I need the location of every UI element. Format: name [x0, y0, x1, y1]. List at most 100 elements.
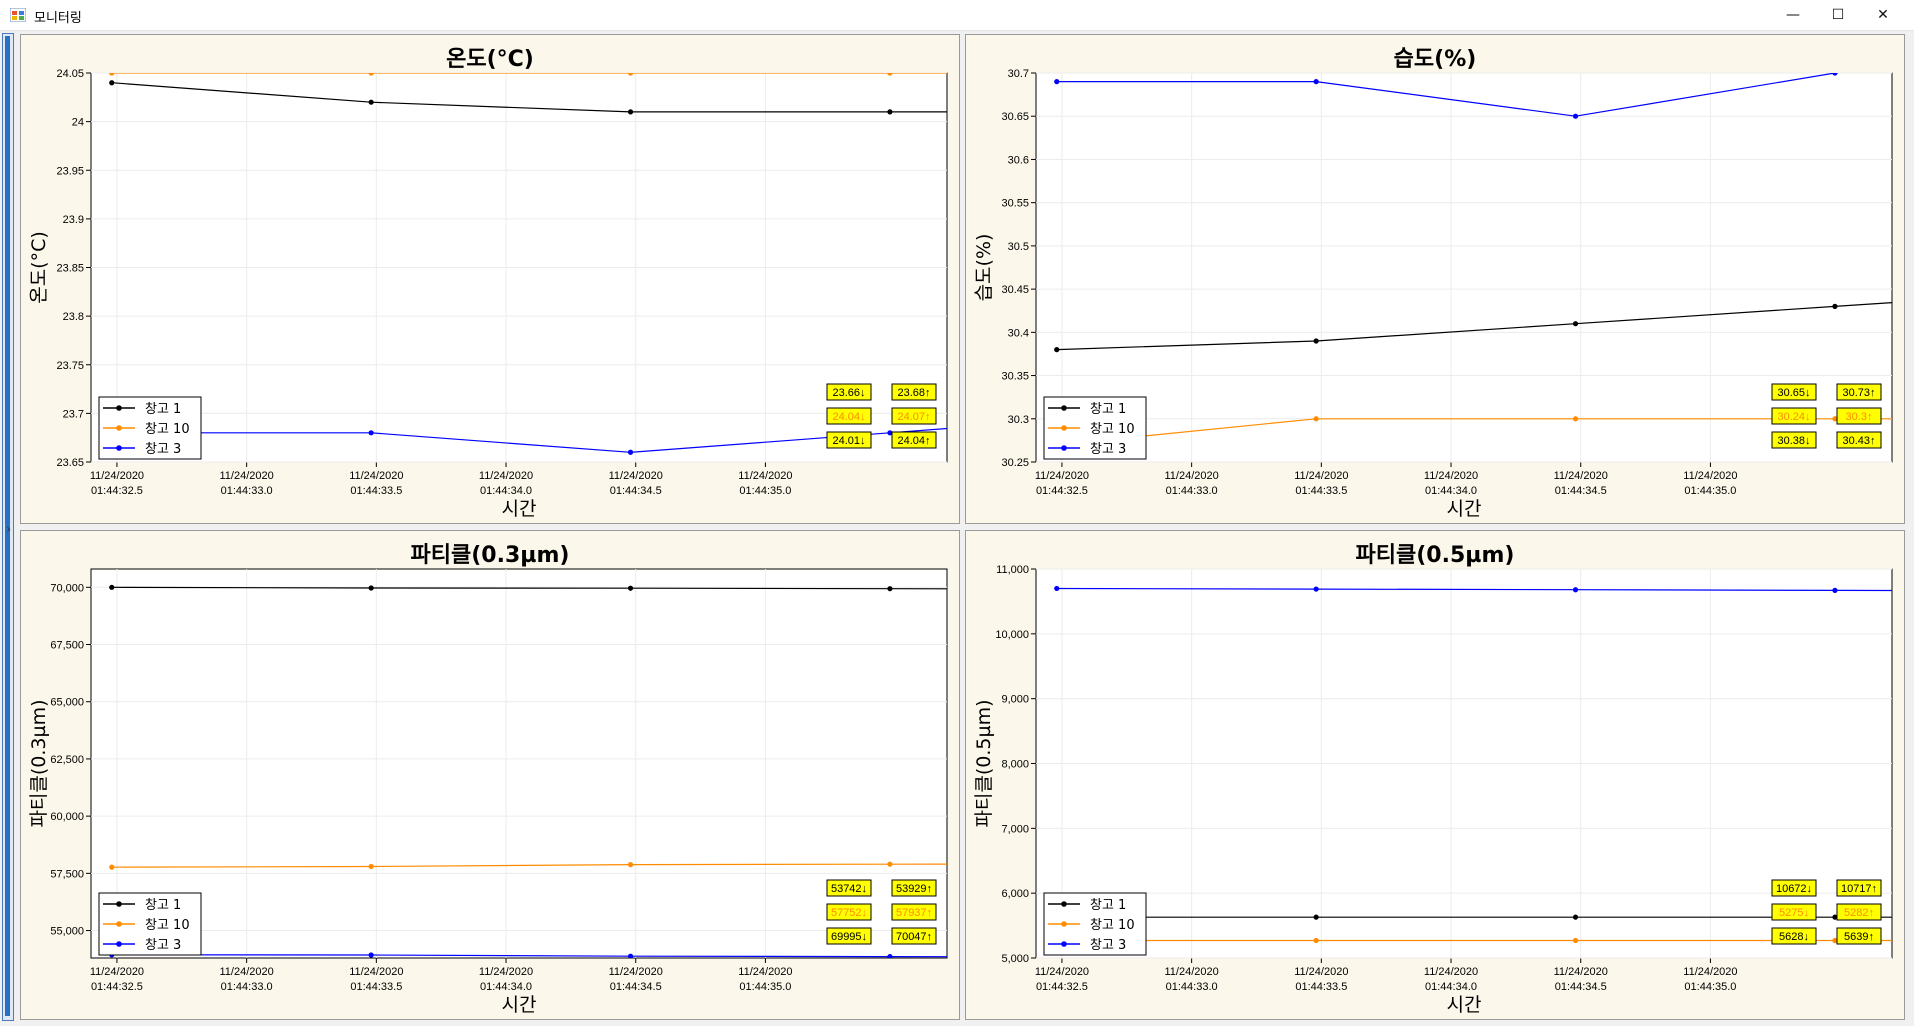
- data-point: [887, 109, 893, 115]
- data-point: [1832, 416, 1838, 422]
- minmax-badge: [1836, 431, 1882, 449]
- y-tick-label: 24.05: [56, 68, 84, 80]
- y-tick-label: 30.35: [1001, 371, 1029, 383]
- minmax-badge: [891, 927, 937, 945]
- x-tick-label: 11/24/2020: [1424, 470, 1478, 482]
- y-axis-label: 파티클(0.5µm): [973, 699, 995, 827]
- legend-label: 창고 3: [145, 938, 181, 953]
- minmax-badge-label: 30.65↓: [1777, 387, 1810, 399]
- data-point: [627, 862, 634, 868]
- maximize-button[interactable]: ☐: [1831, 7, 1845, 23]
- data-point: [887, 430, 893, 436]
- minmax-badge-label: 30.43↑: [1842, 435, 1875, 447]
- minmax-badge: [826, 383, 872, 401]
- minmax-badge: [1836, 903, 1882, 921]
- x-tick-label: 01:44:34.0: [480, 485, 532, 497]
- app-icon: [10, 8, 26, 22]
- minmax-badge-label: 30.38↓: [1777, 435, 1810, 447]
- x-tick-label: 11/24/2020: [1035, 470, 1089, 482]
- minmax-badge-label: 69995↓: [831, 931, 867, 943]
- legend-label: 창고 1: [145, 402, 181, 417]
- legend-marker: [116, 445, 122, 451]
- y-tick-label: 30.25: [1001, 457, 1029, 469]
- x-tick-label: 01:44:33.5: [1295, 981, 1347, 993]
- minmax-badge: [1771, 927, 1817, 945]
- legend-marker: [116, 901, 122, 907]
- data-point: [1832, 303, 1838, 309]
- data-point: [109, 864, 115, 870]
- chart-title: 습도(%): [1393, 47, 1477, 72]
- x-tick-label: 01:44:34.0: [1425, 981, 1477, 993]
- minmax-badge: [826, 879, 872, 897]
- x-tick-label: 11/24/2020: [349, 966, 403, 978]
- x-tick-label: 01:44:33.5: [350, 981, 402, 993]
- x-tick-label: 01:44:32.5: [91, 485, 143, 497]
- x-tick-label: 11/24/2020: [1554, 966, 1608, 978]
- legend-marker: [116, 941, 122, 947]
- chart-title: 파티클(0.5µm): [1355, 543, 1515, 568]
- legend-marker: [1061, 405, 1067, 411]
- data-point: [627, 953, 634, 958]
- data-point: [368, 73, 374, 76]
- y-tick-label: 23.8: [63, 311, 84, 323]
- x-tick-label: 01:44:33.0: [221, 981, 273, 993]
- minmax-badge-label: 23.66↓: [832, 387, 865, 399]
- y-tick-label: 65,000: [50, 697, 84, 709]
- x-tick-label: 11/24/2020: [220, 966, 274, 978]
- y-tick-label: 10,000: [995, 629, 1029, 641]
- y-axis-label: 온도(°C): [28, 231, 50, 304]
- x-tick-label: 11/24/2020: [220, 470, 274, 482]
- x-tick-label: 01:44:33.0: [221, 485, 273, 497]
- legend-label: 창고 3: [1090, 442, 1126, 457]
- chart-panel-humidity: 습도(%) 11/24/2020 01:44:32.5 11/24/2020 01:4…: [965, 34, 1905, 524]
- title-bar: 모니터링 — ☐ ✕: [0, 0, 1914, 31]
- minmax-badge-label: 30.73↑: [1842, 387, 1875, 399]
- legend-label: 창고 1: [145, 898, 181, 913]
- y-tick-label: 11,000: [996, 564, 1029, 576]
- x-tick-label: 11/24/2020: [90, 966, 144, 978]
- legend-label: 창고 10: [145, 422, 190, 437]
- client-area: › 온도(°C) 11/24/2020 01:44:32.5 11/24/2020 0…: [0, 31, 1914, 1026]
- x-tick-label: 11/24/2020: [1035, 966, 1089, 978]
- minimize-button[interactable]: —: [1786, 7, 1800, 23]
- minmax-badge: [826, 431, 872, 449]
- data-point: [1832, 914, 1838, 920]
- x-tick-label: 01:44:35.0: [1684, 981, 1736, 993]
- y-tick-label: 30.45: [1001, 284, 1029, 296]
- data-point: [627, 585, 634, 591]
- data-point: [627, 109, 634, 115]
- legend-label: 창고 10: [1090, 918, 1135, 933]
- data-point: [109, 73, 115, 76]
- minmax-badge: [891, 431, 937, 449]
- data-point: [368, 430, 374, 436]
- data-point: [1572, 321, 1579, 327]
- minmax-badge: [1836, 879, 1882, 897]
- y-tick-label: 30.4: [1008, 327, 1029, 339]
- y-tick-label: 30.3: [1008, 414, 1029, 426]
- legend-marker: [1061, 425, 1067, 431]
- side-panel-collapsed[interactable]: ›: [2, 33, 14, 1021]
- x-axis-label: 시간: [502, 498, 537, 520]
- minmax-badge-label: 10672↓: [1776, 883, 1812, 895]
- minmax-badge-label: 24.01↓: [832, 435, 865, 447]
- data-point: [1832, 73, 1838, 76]
- minmax-badge: [826, 927, 872, 945]
- legend-marker: [1061, 901, 1067, 907]
- series-group: [109, 584, 947, 958]
- x-tick-label: 01:44:33.0: [1166, 485, 1218, 497]
- minmax-badge-label: 70047↑: [896, 931, 932, 943]
- legend-marker: [116, 425, 122, 431]
- x-tick-label: 11/24/2020: [479, 966, 533, 978]
- data-point: [109, 584, 115, 590]
- minmax-badge: [1836, 383, 1882, 401]
- minmax-badge: [891, 383, 937, 401]
- minmax-badge: [891, 407, 937, 425]
- minmax-badge-label: 24.04↑: [897, 435, 930, 447]
- data-point: [1572, 113, 1579, 119]
- close-button[interactable]: ✕: [1877, 7, 1889, 23]
- data-point: [368, 585, 374, 591]
- chart-particle-05: 11/24/2020 01:44:32.5 11/24/2020 01:44:33.0…: [973, 564, 1893, 1016]
- data-point: [1572, 416, 1579, 422]
- chevron-right-icon[interactable]: ›: [5, 522, 13, 536]
- series-group: [109, 73, 947, 455]
